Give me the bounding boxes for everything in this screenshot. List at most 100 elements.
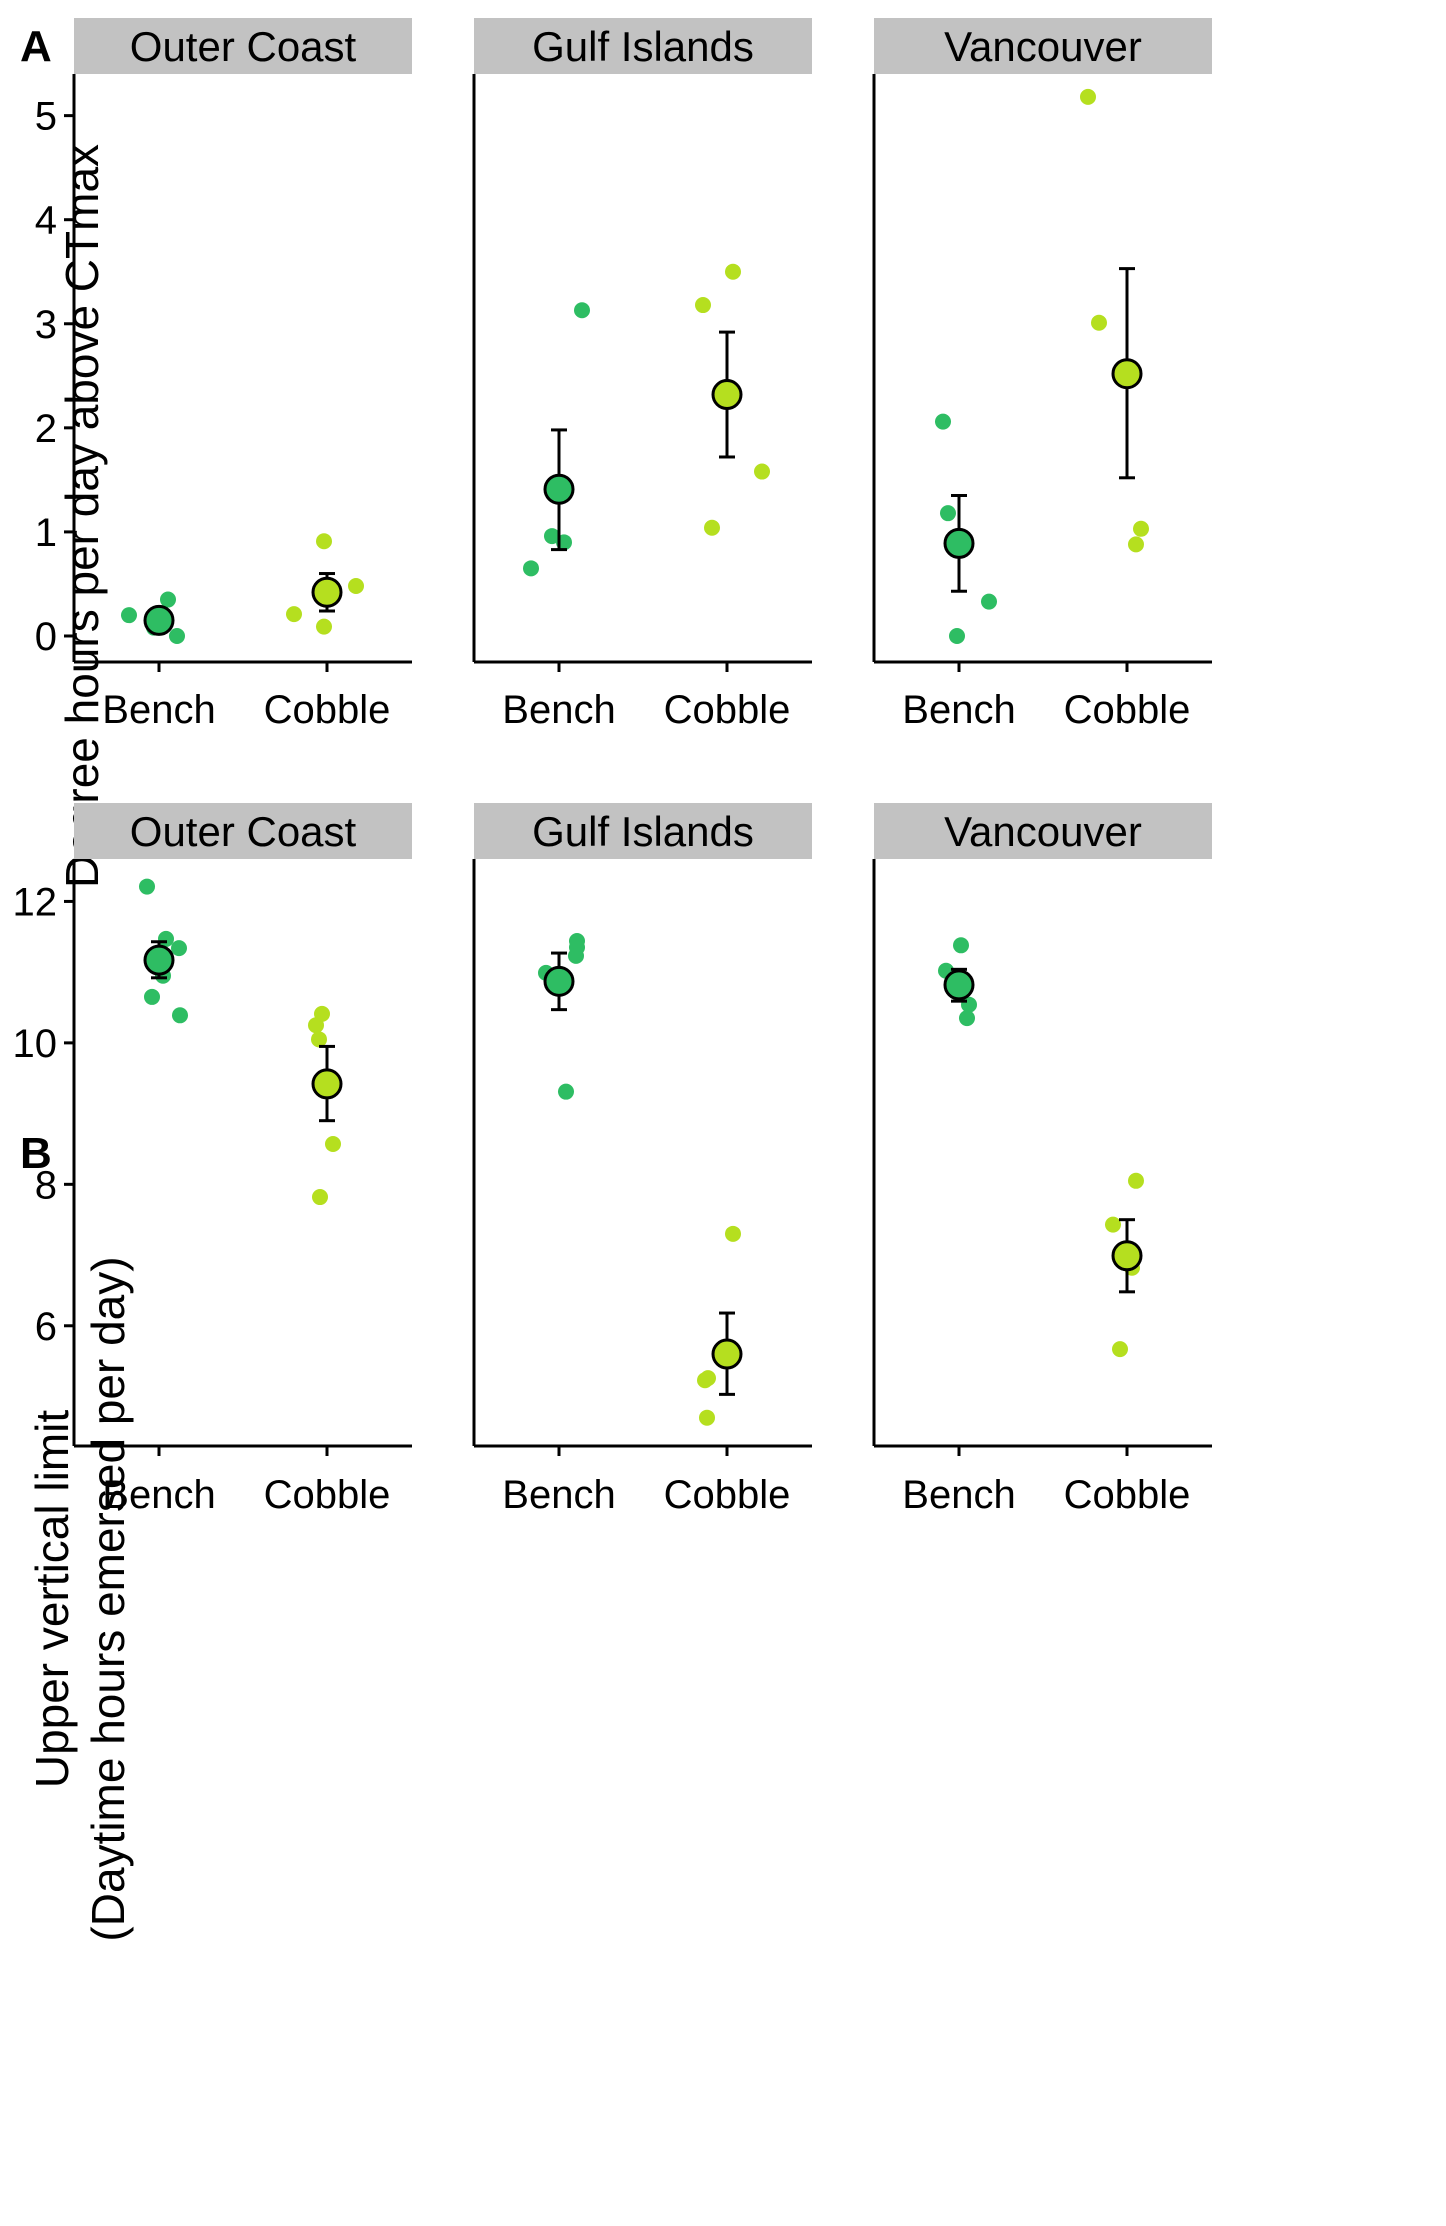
panel-a-mean-point-cobble: [1111, 358, 1143, 390]
panel-b-data-point-bench: [953, 937, 969, 954]
panel-a-mean-point-bench: [143, 604, 175, 636]
panel-a-data-point-cobble: [1091, 314, 1107, 331]
panel-b-facet-outer-coast: Outer Coast 6 8 10 12 Bench Cobble: [13, 803, 412, 1517]
panel-b-x-tick-label-bench: Bench: [102, 1473, 215, 1517]
panel-a-mean-point-bench: [943, 527, 975, 559]
panel-b-y-axis-title-line-1: Upper vertical limit: [26, 1410, 78, 1789]
panel-a-data-point-bench: [523, 560, 539, 577]
panel-b-x-tick-label-bench: Bench: [502, 1473, 615, 1517]
panel-b-y-tick-label: 6: [35, 1305, 57, 1349]
panel-a-facet-strip-gulf-islands: [474, 18, 812, 74]
panel-b: B Upper vertical limit (Daytime hours em…: [13, 803, 1212, 1942]
panel-b-facet-strip-label-outer-coast: Outer Coast: [130, 808, 357, 855]
panel-a-data-point-bench: [949, 627, 965, 644]
panel-b-x-tick-label-cobble: Cobble: [664, 1473, 791, 1517]
panel-a-y-axis-title: Degree hours per day above CTmax: [56, 144, 108, 888]
panel-b-data-point-cobble: [325, 1136, 341, 1153]
panel-b-data-point-cobble: [312, 1189, 328, 1206]
panel-a-y-tick-label: 1: [35, 511, 57, 555]
panel-a-data-point-bench: [940, 505, 956, 522]
panel-a-data-point-bench: [160, 591, 176, 608]
panel-a-data-point-cobble: [695, 297, 711, 314]
panel-b-data-point-bench: [139, 878, 155, 895]
panel-b-mean-point-cobble: [711, 1338, 743, 1370]
panel-a-mean-point-cobble: [311, 576, 343, 608]
panel-a-y-tick-label: 5: [35, 95, 57, 139]
panel-a-x-tick-label-cobble: Cobble: [264, 688, 391, 732]
panel-b-facet-strip-label-gulf-islands: Gulf Islands: [532, 808, 754, 855]
panel-a-data-point-cobble: [754, 463, 770, 480]
panel-b-data-point-bench: [569, 933, 585, 950]
panel-a-facet-outer-coast: Outer Coast 0 1 2 3 4 5 Bench Cobble: [35, 18, 412, 732]
panel-b-x-tick-label-bench: Bench: [902, 1473, 1015, 1517]
panel-b-data-point-cobble: [699, 1409, 715, 1426]
panel-b-facet-gulf-islands: Gulf Islands Bench Cobble: [472, 803, 812, 1517]
panel-a-data-point-cobble: [1133, 520, 1149, 537]
panel-a-data-point-bench: [981, 593, 997, 610]
panel-b-x-tick-label-cobble: Cobble: [1064, 1473, 1191, 1517]
panel-b-facet-strip-vancouver: [874, 803, 1212, 859]
panel-a-label: A: [20, 22, 52, 71]
panel-a-data-point-cobble: [1080, 88, 1096, 105]
panel-b-facet-strip-gulf-islands: [474, 803, 812, 859]
panel-a-x-tick-label-bench: Bench: [102, 688, 215, 732]
panel-b-data-point-cobble: [314, 1005, 330, 1022]
panel-a-data-point-bench: [574, 302, 590, 319]
panel-b-data-point-cobble: [1128, 1172, 1144, 1189]
panel-b-label: B: [20, 1129, 52, 1178]
panel-b-data-point-cobble: [700, 1370, 716, 1387]
panel-b-data-point-bench: [558, 1083, 574, 1100]
panel-a-facet-gulf-islands: Gulf Islands Bench Cobble: [472, 18, 812, 732]
panel-a-mean-point-cobble: [711, 379, 743, 411]
panel-b-y-tick-label: 8: [35, 1163, 57, 1207]
panel-a-y-tick-label: 2: [35, 407, 57, 451]
panel-b-data-point-bench: [171, 940, 187, 957]
panel-b-y-tick-label: 10: [13, 1022, 58, 1066]
panel-b-data-point-cobble: [311, 1031, 327, 1048]
panel-b-mean-point-cobble: [1111, 1240, 1143, 1272]
panel-a-x-tick-label-bench: Bench: [902, 688, 1015, 732]
panel-a-y-tick-label: 4: [35, 199, 57, 243]
panel-a-facet-strip-label-vancouver: Vancouver: [944, 23, 1142, 70]
panel-b-facet-strip-outer-coast: [74, 803, 412, 859]
panel-a-data-point-cobble: [725, 263, 741, 280]
panel-a-data-point-bench: [169, 627, 185, 644]
panel-a-mean-point-bench: [543, 473, 575, 505]
panel-b-mean-point-cobble: [311, 1068, 343, 1100]
panel-b-facet-vancouver: Vancouver Bench Cobble: [872, 803, 1212, 1517]
panel-a-facet-vancouver: Vancouver Bench Cobble: [872, 18, 1212, 732]
panel-a-x-tick-label-bench: Bench: [502, 688, 615, 732]
panel-a-data-point-bench: [544, 528, 560, 545]
panel-a-data-point-cobble: [704, 519, 720, 536]
panel-b-data-point-bench: [959, 1010, 975, 1027]
panel-b-x-tick-label-cobble: Cobble: [264, 1473, 391, 1517]
panel-a-x-tick-label-cobble: Cobble: [1064, 688, 1191, 732]
panel-a-y-tick-label: 3: [35, 303, 57, 347]
panel-b-data-point-bench: [144, 988, 160, 1005]
panel-a-data-point-bench: [935, 413, 951, 430]
panel-a-x-tick-label-cobble: Cobble: [664, 688, 791, 732]
panel-b-y-axis-title-line-2: (Daytime hours emersed per day): [82, 1256, 134, 1941]
panel-a-data-point-cobble: [316, 618, 332, 635]
panel-a-facet-strip-label-gulf-islands: Gulf Islands: [532, 23, 754, 70]
panel-b-data-point-cobble: [1105, 1216, 1121, 1233]
panel-a-data-point-cobble: [1128, 536, 1144, 553]
panel-b-facet-strip-label-vancouver: Vancouver: [944, 808, 1142, 855]
panel-b-data-point-bench: [172, 1007, 188, 1024]
panel-a-facet-strip-outer-coast: [74, 18, 412, 74]
panel-a-y-tick-label: 0: [35, 615, 57, 659]
panel-b-mean-point-bench: [143, 944, 175, 976]
panel-b-mean-point-bench: [943, 969, 975, 1001]
panel-b-data-point-cobble: [725, 1225, 741, 1242]
panel-a: A Degree hours per day above CTmax Outer…: [20, 18, 1212, 888]
panel-b-mean-point-bench: [543, 965, 575, 997]
panel-b-y-tick-label: 12: [13, 880, 58, 924]
panel-a-facet-strip-vancouver: [874, 18, 1212, 74]
panel-a-data-point-cobble: [286, 606, 302, 623]
panel-a-facet-strip-label-outer-coast: Outer Coast: [130, 23, 357, 70]
panel-b-data-point-cobble: [1112, 1341, 1128, 1358]
panel-a-data-point-bench: [121, 607, 137, 624]
